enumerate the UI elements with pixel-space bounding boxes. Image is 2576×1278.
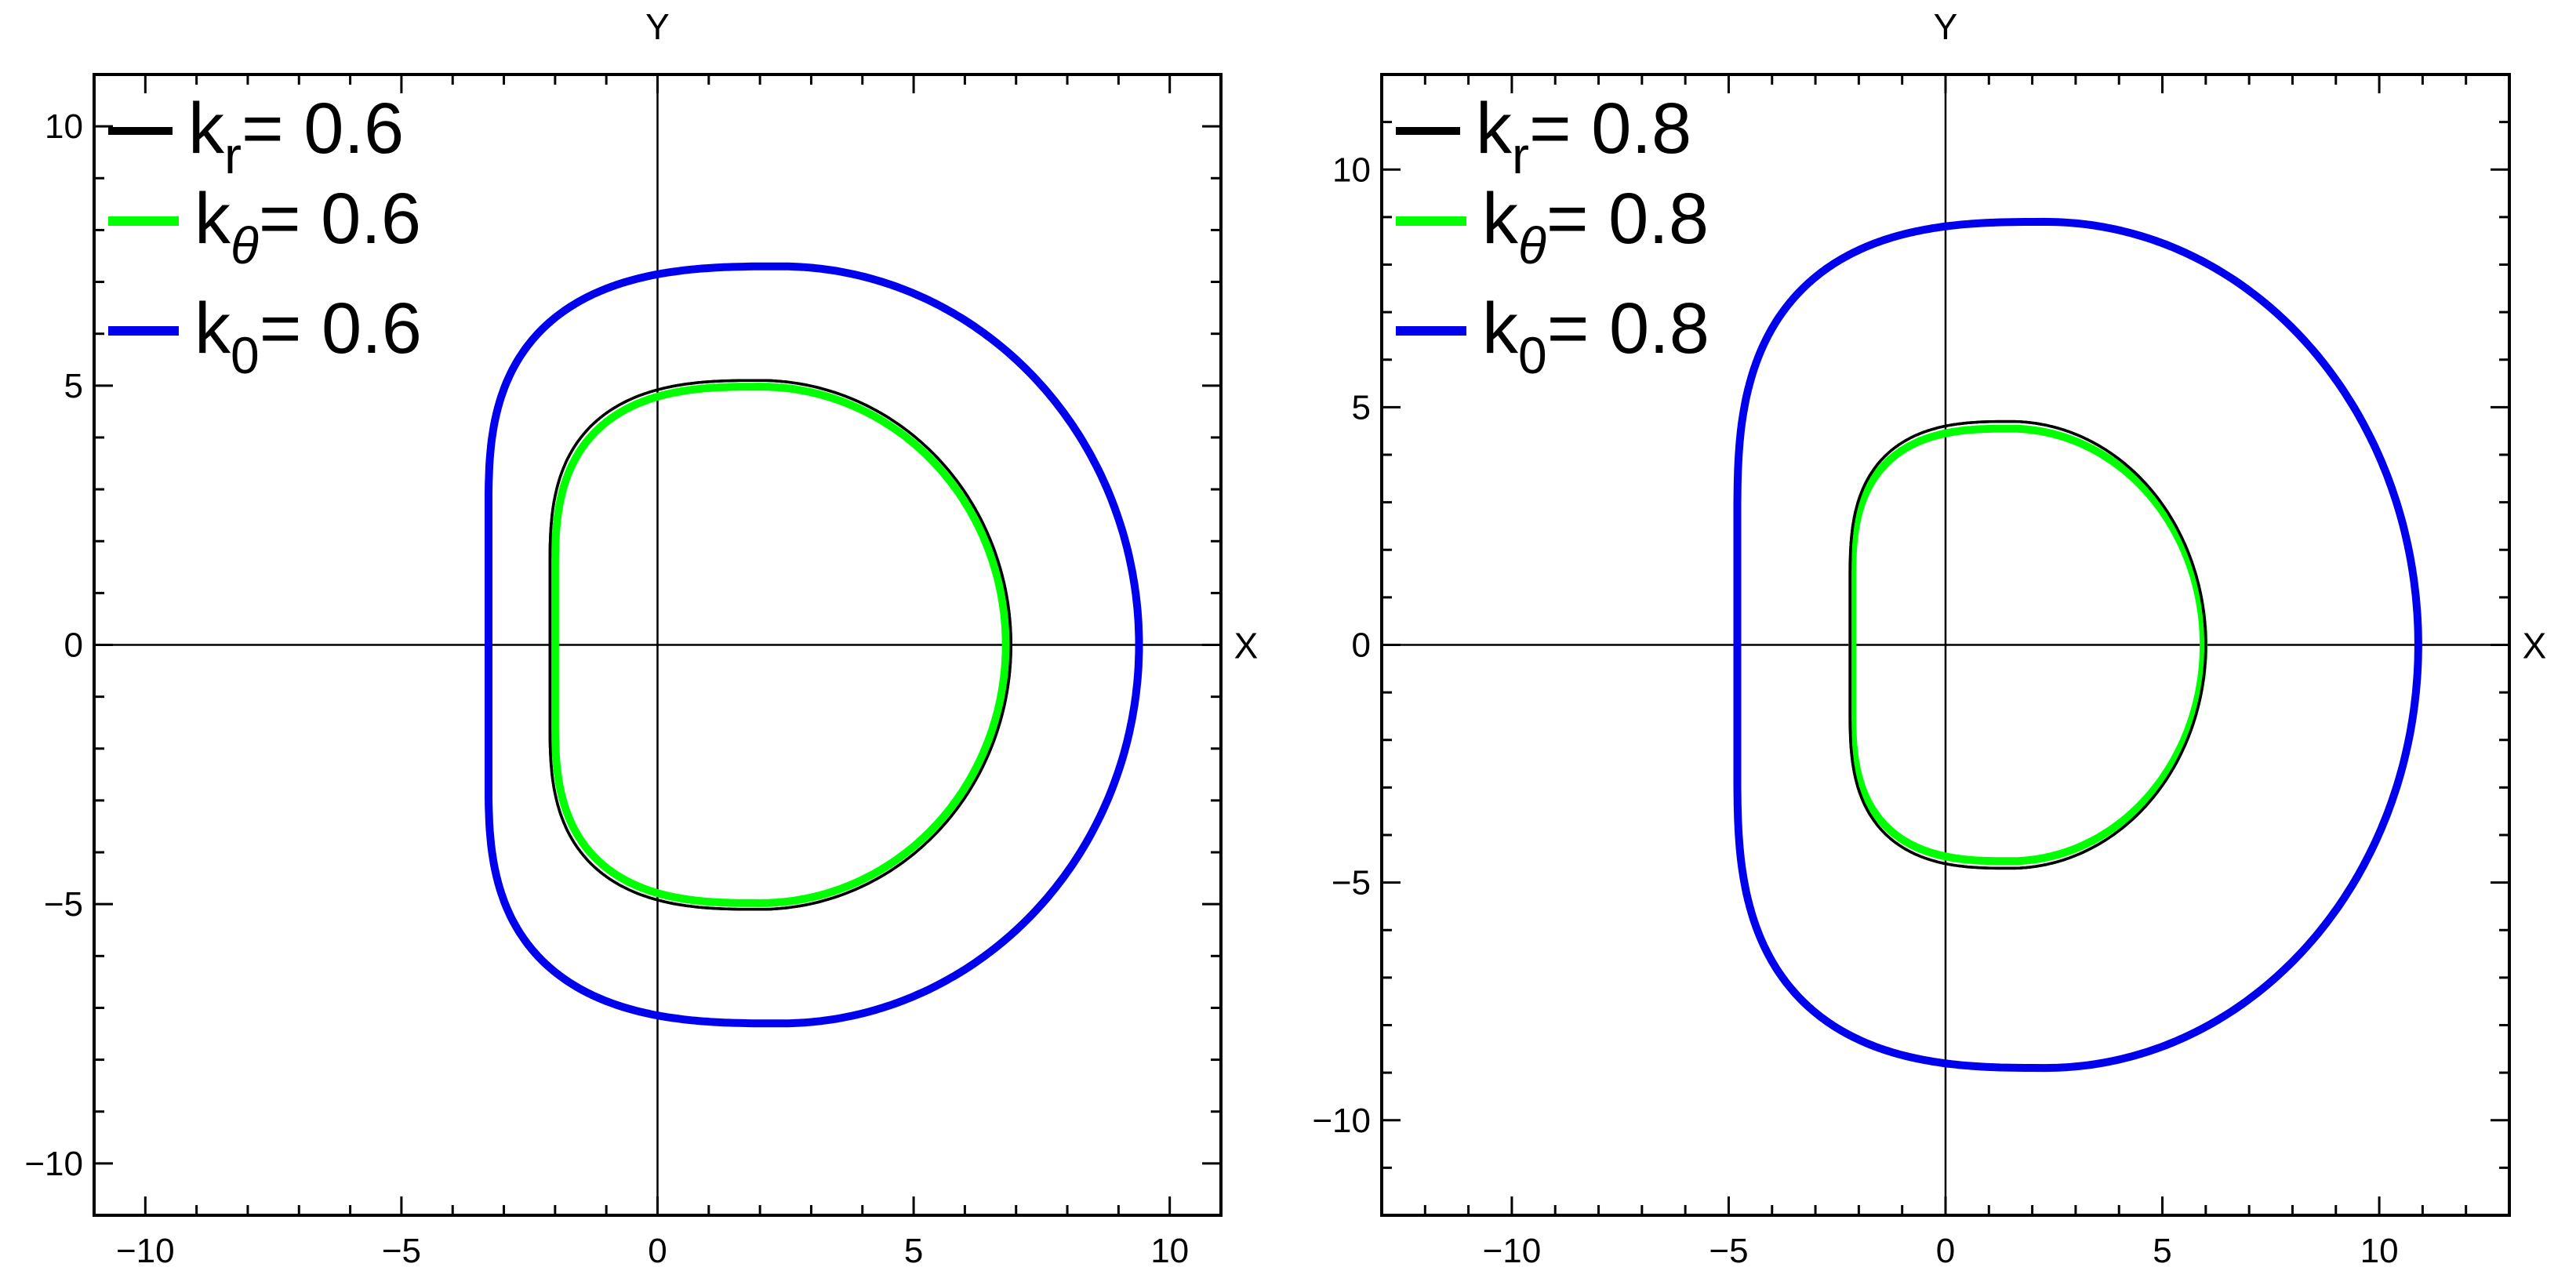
y-tick-label: 5 bbox=[1352, 388, 1371, 427]
legend: kr= 0.8kθ= 0.8k0= 0.8 bbox=[1396, 89, 1709, 384]
legend-label-value: = 0.8 bbox=[1546, 179, 1709, 259]
legend-entry: k0= 0.8 bbox=[1482, 289, 1709, 384]
x-tick-label: −10 bbox=[1483, 1232, 1542, 1270]
legend: kr= 0.6kθ= 0.6k0= 0.6 bbox=[108, 89, 422, 384]
x-tick-label: 10 bbox=[1150, 1232, 1189, 1270]
legend-label-base: k bbox=[1476, 89, 1513, 169]
y-axis-label: Y bbox=[645, 6, 670, 47]
y-axis-label: Y bbox=[1934, 6, 1958, 47]
x-tick-label: −5 bbox=[1709, 1232, 1748, 1270]
x-tick-label: −5 bbox=[382, 1232, 421, 1270]
x-axis-label: X bbox=[2523, 626, 2547, 666]
legend-label-base: k bbox=[1482, 289, 1519, 369]
legend-label-value: = 0.8 bbox=[1529, 89, 1691, 169]
legend-label-subscript: 0 bbox=[231, 326, 260, 384]
x-tick-label: 0 bbox=[648, 1232, 667, 1270]
series-line-kr-outline bbox=[1848, 419, 2207, 870]
x-tick-label: 0 bbox=[1936, 1232, 1955, 1270]
y-tick-label: −10 bbox=[24, 1145, 83, 1183]
legend-label-base: k bbox=[188, 89, 225, 169]
legend-label-subscript: θ bbox=[1518, 216, 1546, 274]
x-tick-label: 10 bbox=[2360, 1232, 2399, 1270]
legend-label-base: k bbox=[1482, 179, 1519, 259]
y-tick-label: 0 bbox=[1352, 626, 1371, 665]
series-line- bbox=[1848, 424, 2208, 866]
y-tick-label: 5 bbox=[64, 367, 83, 405]
legend-entry: kr= 0.8 bbox=[1476, 89, 1691, 184]
legend-label-base: k bbox=[194, 179, 231, 259]
series-line-0 bbox=[485, 262, 1143, 1028]
legend-entry: kθ= 0.8 bbox=[1482, 179, 1709, 274]
legend-label-value: = 0.6 bbox=[259, 179, 421, 259]
legend-label-value: = 0.8 bbox=[1547, 289, 1709, 369]
legend-entry: k0= 0.6 bbox=[194, 289, 422, 384]
legend-label-subscript: r bbox=[1512, 126, 1529, 184]
legend-label-base: k bbox=[194, 289, 231, 369]
y-tick-label: 10 bbox=[45, 107, 83, 146]
y-tick-label: −10 bbox=[1312, 1102, 1371, 1140]
series-line- bbox=[550, 383, 1010, 907]
x-tick-label: −10 bbox=[116, 1232, 175, 1270]
series-line-0 bbox=[1733, 217, 2422, 1073]
y-tick-label: −5 bbox=[44, 885, 83, 924]
legend-label-value: = 0.6 bbox=[242, 89, 404, 169]
legend-entry: kr= 0.6 bbox=[188, 89, 404, 184]
legend-entry: kθ= 0.6 bbox=[194, 179, 421, 274]
y-tick-label: 0 bbox=[64, 626, 83, 665]
x-tick-label: 5 bbox=[2153, 1232, 2171, 1270]
x-tick-label: 5 bbox=[904, 1232, 923, 1270]
x-axis-label: X bbox=[1234, 626, 1259, 666]
y-tick-label: −5 bbox=[1332, 864, 1371, 902]
legend-label-subscript: r bbox=[224, 126, 242, 184]
legend-label-subscript: 0 bbox=[1518, 326, 1547, 384]
legend-label-value: = 0.6 bbox=[260, 289, 422, 369]
legend-label-subscript: θ bbox=[231, 216, 259, 274]
series-line-kr-outline bbox=[548, 379, 1012, 911]
y-tick-label: 10 bbox=[1332, 151, 1371, 189]
